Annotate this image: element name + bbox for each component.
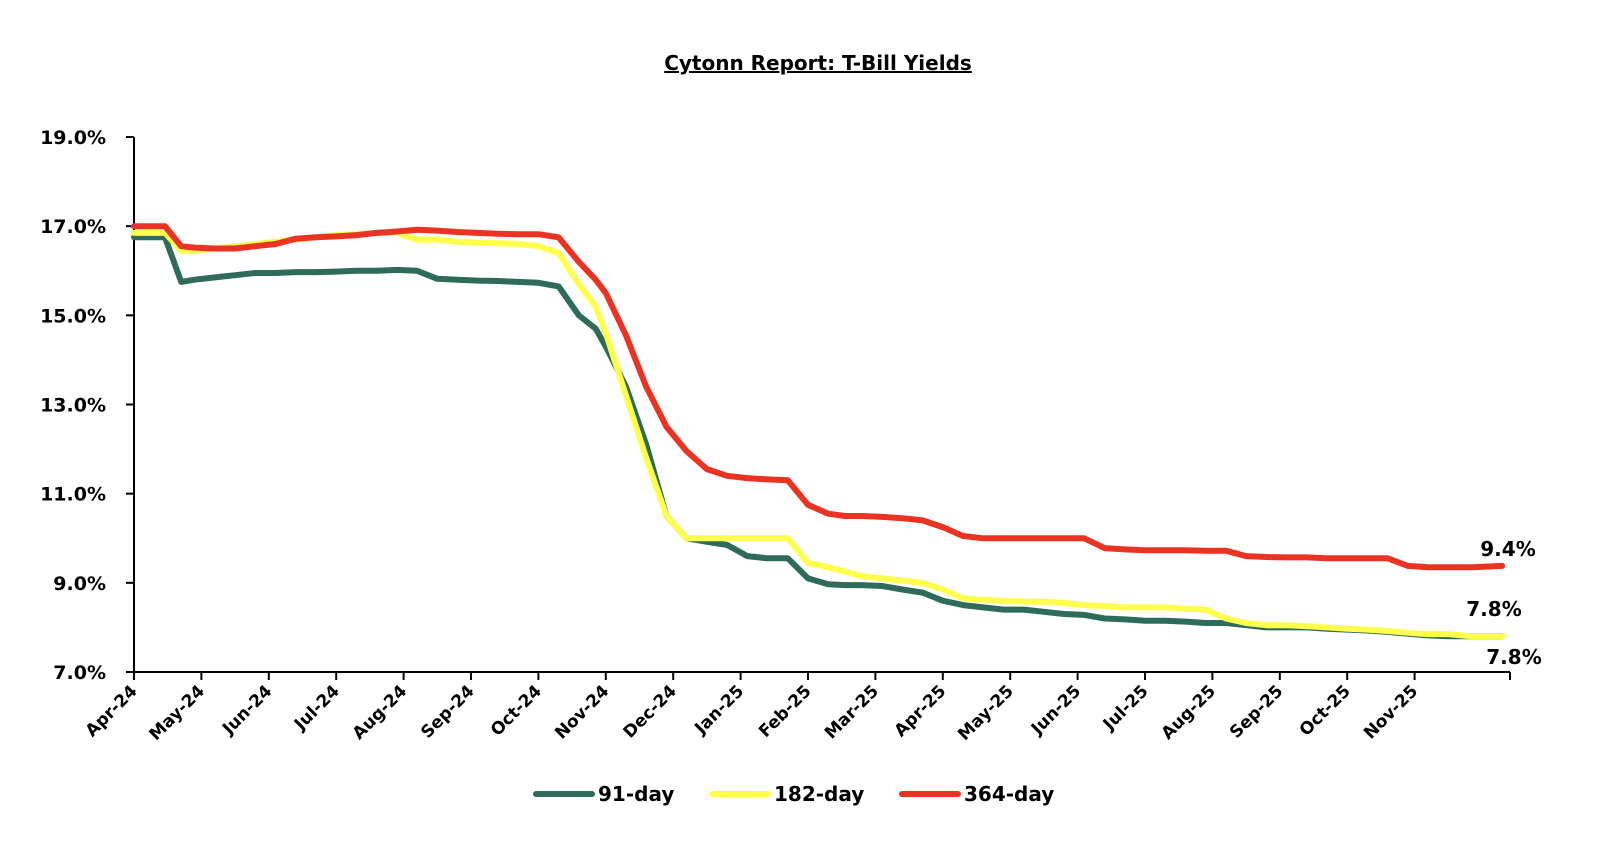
x-tick-label: Aug-25 [1158, 681, 1220, 743]
legend-item-364-day: 364-day [899, 782, 1054, 806]
x-tick-label: Dec-24 [620, 681, 681, 742]
x-tick-label: Feb-25 [755, 681, 815, 741]
data-labels: 9.4% 7.8% 7.8% [1466, 537, 1541, 669]
data-label-91-day: 7.8% [1486, 645, 1541, 669]
chart-title: Cytonn Report: T-Bill Yields [664, 51, 972, 75]
y-axis: 7.0% 9.0% 11.0% 13.0% 15.0% 17.0% 19.0% [40, 127, 135, 684]
x-tick-label: Nov-24 [551, 681, 613, 743]
x-axis: Apr-24 May-24 Jun-24 Jul-24 Aug-24 Sep-24 Oct-… [82, 671, 1511, 745]
x-tick-label: May-25 [954, 681, 1017, 744]
y-tick-label: 7.0% [53, 662, 106, 684]
series-line-91-day [131, 234, 1506, 640]
x-tick-label: Jul-25 [1099, 681, 1153, 735]
x-tick-label: Oct-24 [487, 681, 546, 740]
x-tick-label: Sep-24 [417, 681, 478, 742]
legend-label: 364-day [964, 782, 1054, 806]
y-tick-label: 13.0% [40, 395, 106, 417]
data-label-364-day: 9.4% [1480, 537, 1535, 561]
series-line-182-day [131, 229, 1506, 640]
x-tick-label: Apr-24 [82, 681, 142, 741]
y-tick-label: 19.0% [40, 127, 106, 149]
series-line-364-day [131, 223, 1506, 571]
x-tick-label: Jun-25 [1027, 681, 1085, 739]
x-tick-label: Apr-25 [891, 681, 951, 741]
data-label-182-day: 7.8% [1466, 597, 1521, 621]
series-lines [131, 223, 1506, 640]
y-tick-label: 17.0% [40, 216, 106, 238]
x-tick-label: Aug-24 [349, 681, 411, 743]
legend-item-91-day: 91-day [533, 782, 674, 806]
y-tick-label: 15.0% [40, 305, 106, 327]
x-tick-label: Sep-25 [1226, 681, 1287, 742]
x-tick-label: Jun-24 [218, 681, 276, 739]
x-tick-label: Mar-25 [821, 681, 883, 743]
legend-label: 91-day [598, 782, 674, 806]
x-tick-label: Jan-25 [690, 681, 748, 739]
x-tick-label: Nov-25 [1360, 681, 1422, 743]
legend-item-182-day: 182-day [709, 782, 864, 806]
x-tick-label: May-24 [146, 681, 210, 745]
x-tick-label: Oct-25 [1296, 681, 1355, 740]
legend: 91-day 182-day 364-day [533, 782, 1054, 806]
y-tick-label: 11.0% [40, 484, 106, 506]
legend-label: 182-day [774, 782, 864, 806]
x-tick-label: Jul-24 [290, 681, 344, 735]
y-tick-label: 9.0% [53, 573, 106, 595]
